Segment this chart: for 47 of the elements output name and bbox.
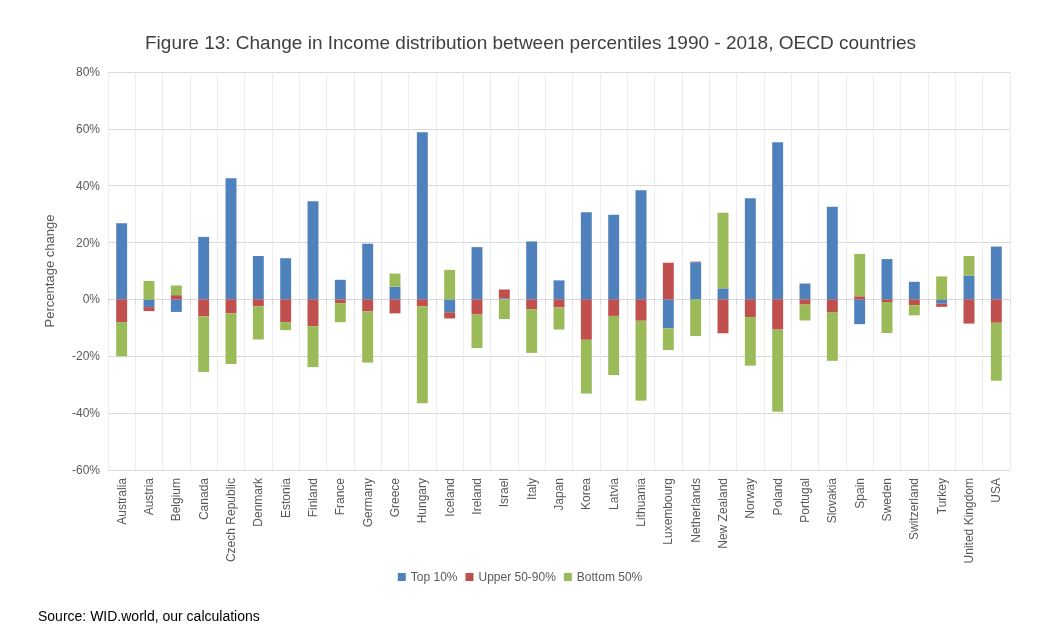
- legend-label: Bottom 50%: [576, 570, 643, 584]
- x-tick-label: Sweden: [880, 478, 894, 522]
- x-tick-label: Finland: [306, 478, 320, 518]
- x-tick-label: USA: [989, 478, 1004, 503]
- legend-label: Upper 50-90%: [478, 570, 557, 584]
- y-tick-label: -20%: [71, 349, 101, 364]
- x-tick-label: Japan: [552, 478, 566, 511]
- x-tick-label: Austria: [142, 477, 156, 516]
- x-tick-label: Greece: [388, 477, 402, 518]
- y-tick-label: -60%: [71, 463, 101, 477]
- x-tick-label: Canada: [196, 477, 211, 521]
- x-tick-label: Italy: [524, 478, 539, 501]
- y-tick-label: 20%: [75, 235, 101, 250]
- x-tick-label: Hungary: [415, 478, 430, 524]
- x-tick-label: Ireland: [470, 478, 484, 515]
- x-tick-label: Denmark: [251, 477, 266, 527]
- chart-title: Figure 13: Change in Income distribution between percentiles 1990 - 2018, OECD countries: [145, 32, 916, 53]
- x-tick-label: Netherlands: [688, 478, 703, 543]
- x-tick-label: New Zealand: [716, 478, 730, 549]
- x-tick-label: Korea: [579, 477, 594, 511]
- y-tick-label: 0%: [82, 292, 101, 307]
- y-tick-label: -40%: [71, 406, 101, 421]
- y-tick-label: 60%: [75, 121, 101, 136]
- x-tick-label: Slovakia: [825, 477, 840, 524]
- x-tick-label: United Kingdom: [962, 478, 976, 564]
- x-tick-label: Poland: [770, 478, 785, 516]
- y-axis-title: Percentage change: [42, 214, 57, 328]
- y-tick-label: 80%: [75, 65, 101, 79]
- x-tick-label: Luxembourg: [661, 478, 676, 545]
- x-tick-label: France: [333, 477, 348, 516]
- x-tick-label: Portugal: [798, 478, 812, 523]
- y-tick-label: 40%: [75, 178, 101, 193]
- x-tick-label: Lithuania: [634, 477, 648, 527]
- source-note: Source: WID.world, our calculations: [38, 608, 260, 624]
- x-tick-label: Norway: [743, 478, 758, 519]
- x-tick-label: Germany: [360, 478, 375, 528]
- x-tick-label: Latvia: [606, 477, 621, 511]
- x-tick-label: Spain: [852, 478, 867, 509]
- x-tick-label: Israel: [497, 478, 512, 508]
- legend-label: Top 10%: [410, 570, 458, 584]
- x-tick-label: Belgium: [169, 478, 184, 522]
- x-tick-label: Australia: [114, 477, 129, 525]
- x-tick-label: Turkey: [934, 478, 949, 515]
- x-tick-label: Estonia: [278, 477, 293, 519]
- x-tick-label: Iceland: [442, 478, 457, 517]
- x-tick-label: Czech Republic: [224, 478, 238, 563]
- x-tick-label: Switzerland: [907, 478, 922, 541]
